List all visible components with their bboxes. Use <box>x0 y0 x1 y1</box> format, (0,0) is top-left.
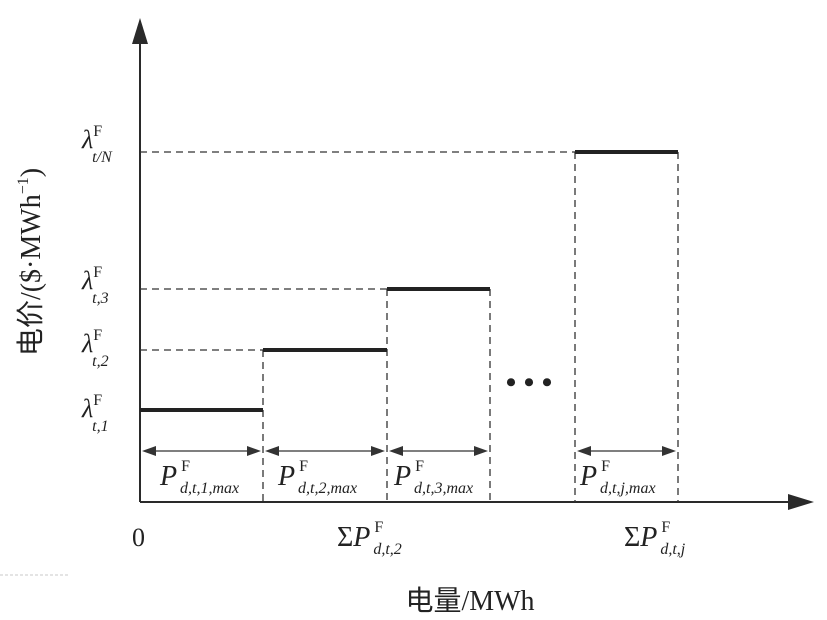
x-axis-title: 电量/MWh <box>405 585 534 617</box>
y-axis-title: 电价/($·MWh−1) <box>15 168 47 356</box>
x-axis-arrowhead <box>788 494 814 510</box>
price-label-3: λF t,3 <box>81 264 109 307</box>
price-label-2: λF t,2 <box>81 327 109 370</box>
width-arrow-j <box>577 446 676 456</box>
price-label-N: λF t/N <box>81 123 113 166</box>
y-axis-arrowhead <box>132 18 148 44</box>
width-arrow-2 <box>265 446 385 456</box>
price-label-1: λF t,1 <box>81 392 109 435</box>
ellipsis: • • • <box>506 366 553 399</box>
width-arrow-1 <box>142 446 261 456</box>
width-arrow-3 <box>389 446 488 456</box>
origin-label: 0 <box>132 523 145 552</box>
